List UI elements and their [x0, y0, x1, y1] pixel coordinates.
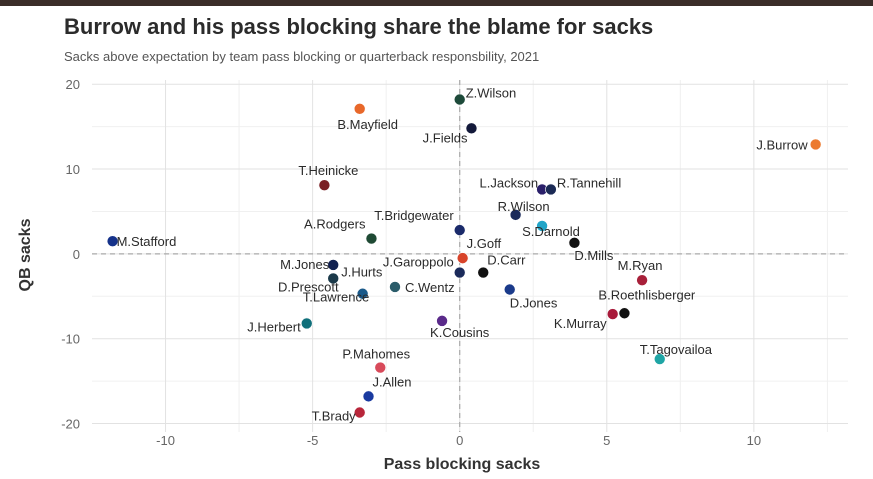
y-tick-label: -20: [61, 417, 80, 432]
x-tick-label: -10: [156, 433, 175, 448]
data-point: [509, 209, 522, 221]
data-point-label: J.Allen: [373, 374, 412, 389]
data-point: [389, 281, 401, 293]
data-points: [106, 93, 822, 419]
top-border-bar: [0, 0, 873, 6]
data-point-label: K.Cousins: [430, 325, 490, 340]
chart-title: Burrow and his pass blocking share the b…: [64, 14, 654, 39]
data-point: [353, 406, 366, 419]
data-point-label: T.Tagovailoa: [640, 342, 713, 357]
data-point: [545, 183, 557, 196]
data-point-label: R.Tannehill: [557, 175, 621, 190]
data-point: [327, 259, 340, 271]
data-point: [536, 220, 548, 232]
data-point-label: M.Stafford: [117, 234, 177, 249]
data-point-label: B.Roethlisberger: [598, 287, 695, 302]
data-point-label: R.Wilson: [498, 199, 550, 214]
data-point-label: D.Mills: [574, 248, 613, 263]
data-point-labels: Z.Wilson B.Mayfield J.Fields J.Burrow T.Hein…: [117, 86, 809, 424]
data-point-label: J.Fields: [423, 130, 468, 145]
data-point: [353, 103, 366, 115]
data-point-label: T.Bridgewater: [374, 208, 454, 223]
data-point: [453, 224, 466, 236]
x-tick-label: 0: [456, 433, 463, 448]
data-point: [653, 353, 666, 365]
chart-subtitle: Sacks above expectation by team pass blo…: [64, 49, 540, 64]
data-point: [456, 252, 469, 264]
y-tick-label: 20: [66, 77, 80, 92]
data-point: [477, 266, 490, 279]
data-point-label: M.Ryan: [618, 258, 663, 273]
data-point: [809, 138, 822, 151]
data-point: [106, 235, 119, 247]
tick-labels: -10 -5 0 5 10 20 10 0 -10 -20: [61, 77, 761, 448]
data-point-label: A.Rodgers: [304, 217, 366, 232]
data-point-label: T.Lawrence: [303, 289, 369, 304]
data-point: [618, 307, 631, 320]
data-point-label: T.Brady: [312, 408, 357, 423]
data-point-label: L.Jackson: [480, 175, 539, 190]
data-point-label: S.Darnold: [522, 224, 580, 239]
data-point-label: P.Mahomes: [342, 347, 410, 362]
data-point: [568, 237, 581, 249]
data-point-label: D.Carr: [487, 253, 526, 268]
y-tick-label: 10: [66, 162, 80, 177]
data-point: [465, 122, 478, 135]
data-point-label: T.Heinicke: [298, 163, 358, 178]
data-point-label: J.Burrow: [756, 137, 808, 152]
y-tick-label: 0: [73, 247, 80, 262]
data-point-label: J.Garoppolo: [383, 255, 454, 270]
data-point: [362, 390, 375, 403]
data-point: [300, 317, 313, 330]
x-tick-label: -5: [307, 433, 319, 448]
data-point-label: J.Herbert: [247, 319, 301, 334]
x-axis-label: Pass blocking sacks: [384, 456, 541, 473]
data-point-label: J.Hurts: [341, 264, 383, 279]
data-point-label: K.Murray: [554, 316, 607, 331]
data-point: [453, 266, 466, 279]
data-point-label: J.Goff: [467, 236, 502, 251]
y-tick-label: -10: [61, 332, 80, 347]
data-point: [365, 232, 378, 245]
data-point: [374, 361, 387, 374]
data-point-label: M.Jones: [280, 257, 330, 272]
data-point: [453, 93, 466, 106]
data-point-label: D.Jones: [510, 296, 558, 311]
data-point-label: B.Mayfield: [337, 117, 398, 132]
data-point: [503, 283, 516, 296]
x-tick-label: 10: [747, 433, 761, 448]
data-point: [356, 287, 369, 300]
data-point: [606, 308, 619, 320]
data-point: [327, 272, 340, 285]
data-point-label: D.Prescott: [278, 280, 339, 295]
data-point: [636, 274, 648, 286]
data-point-label: Z.Wilson: [466, 86, 517, 101]
data-point: [318, 179, 331, 191]
data-point-label: C.Wentz: [405, 280, 455, 295]
data-point: [436, 315, 448, 327]
y-axis-label: QB sacks: [17, 218, 34, 291]
x-tick-label: 5: [603, 433, 610, 448]
